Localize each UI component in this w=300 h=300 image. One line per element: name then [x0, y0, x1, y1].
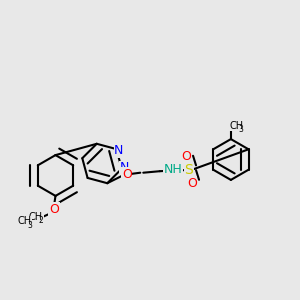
Text: 2: 2 — [39, 216, 44, 225]
Text: CH: CH — [229, 121, 243, 130]
Text: 3: 3 — [238, 125, 243, 134]
Text: O: O — [122, 168, 132, 181]
Text: N: N — [120, 161, 129, 174]
Text: O: O — [49, 203, 59, 216]
Text: 3: 3 — [27, 221, 32, 230]
Text: O: O — [181, 150, 191, 163]
Text: O: O — [187, 177, 197, 190]
Text: CH: CH — [17, 216, 32, 226]
Text: NH: NH — [164, 163, 183, 176]
Text: CH: CH — [29, 212, 43, 222]
Text: S: S — [184, 163, 193, 177]
Text: N: N — [114, 144, 124, 157]
